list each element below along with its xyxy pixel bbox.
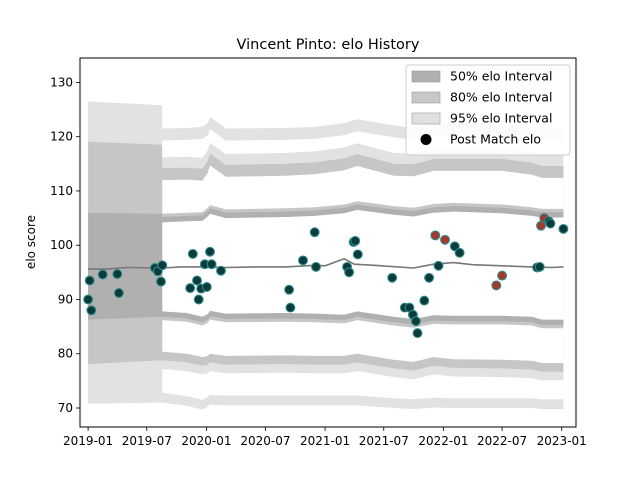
post-match-point-loss	[491, 280, 502, 291]
legend-label: 80% elo Interval	[450, 90, 552, 105]
mean-elo-polyline	[88, 257, 564, 270]
post-match-point-win	[449, 241, 460, 252]
post-match-point-win	[298, 255, 308, 266]
legend-box	[405, 64, 571, 156]
post-match-point-win	[192, 275, 202, 286]
x-tick-label: 2021-07	[359, 434, 409, 448]
x-tick-label: 2022-01	[418, 434, 468, 448]
gap-lower-95	[162, 368, 564, 400]
post-match-point-win	[112, 269, 123, 279]
post-match-point-win	[545, 218, 556, 229]
post-match-point-win	[193, 294, 204, 305]
post-match-point-win	[534, 261, 545, 272]
y-axis-label: elo score	[24, 215, 38, 269]
post-match-point-win	[352, 249, 363, 260]
post-match-point-win	[86, 305, 97, 316]
x-tick-label: 2019-01	[63, 434, 113, 448]
axes: 70 80 90 100 110 120 130 2019-01 2019-07 2020-01 2…	[50, 57, 587, 448]
x-tick-label: 2021-01	[300, 434, 350, 448]
post-match-point-win	[205, 246, 215, 257]
x-tick-label: 2022-07	[477, 434, 527, 448]
y-tick-label: 100	[50, 238, 73, 252]
interval-bands	[88, 101, 564, 410]
post-match-point-win	[201, 282, 212, 292]
legend-marker	[420, 134, 432, 145]
post-match-point-win	[311, 261, 321, 272]
legend: 50% elo Interval 80% elo Interval 95% elo …	[405, 64, 571, 156]
post-match-point-win	[387, 272, 398, 283]
post-match-point-loss	[497, 270, 508, 281]
legend-label: Post Match elo	[450, 132, 541, 147]
post-match-point-win	[350, 235, 361, 246]
legend-swatch	[411, 112, 441, 125]
y-tick-label: 130	[50, 75, 73, 89]
legend-swatch	[411, 70, 441, 83]
post-match-point-win	[433, 260, 444, 271]
y-tick-label: 70	[58, 401, 73, 415]
plot-frame	[79, 57, 577, 428]
post-match-points	[83, 213, 569, 339]
post-match-point-win	[285, 302, 296, 313]
post-match-point-win	[419, 295, 430, 306]
y-tick-label: 120	[50, 130, 73, 144]
post-match-point-win	[412, 328, 423, 339]
chart-title: Vincent Pinto: elo History	[237, 37, 420, 53]
legend-label: 50% elo Interval	[450, 69, 552, 84]
post-match-point-win	[454, 247, 465, 258]
x-tick-label: 2019-07	[122, 434, 172, 448]
post-match-point-win	[97, 269, 108, 280]
post-match-point-win	[206, 259, 217, 270]
post-match-point-loss	[430, 230, 441, 241]
post-match-point-win	[558, 223, 569, 234]
y-tick-label: 90	[58, 292, 73, 306]
x-tick-label: 2023-01	[537, 434, 587, 448]
post-match-point-win	[284, 284, 295, 295]
gap-upper-80	[162, 165, 564, 214]
post-match-point-win	[187, 248, 198, 259]
y-tick-label: 110	[50, 184, 73, 198]
mean-elo-line	[88, 257, 564, 270]
post-match-point-win	[410, 316, 421, 327]
post-match-point-win	[157, 260, 168, 271]
post-match-point-win	[185, 283, 196, 294]
post-match-point-win	[113, 288, 124, 298]
gap-lower-80	[162, 319, 564, 363]
post-match-point-win	[309, 227, 320, 238]
post-match-point-loss	[440, 234, 450, 245]
post-match-point-win	[84, 275, 95, 286]
post-match-point-win	[344, 267, 355, 278]
legend-label: 95% elo Interval	[450, 111, 552, 126]
post-match-point-win	[83, 294, 94, 305]
post-match-point-win	[156, 276, 166, 287]
legend-swatch	[411, 91, 441, 104]
post-match-point-win	[424, 272, 435, 283]
x-tick-label: 2020-07	[240, 434, 290, 448]
post-match-point-win	[216, 265, 226, 276]
y-tick-label: 80	[58, 347, 73, 361]
x-tick-label: 2020-01	[181, 434, 231, 448]
